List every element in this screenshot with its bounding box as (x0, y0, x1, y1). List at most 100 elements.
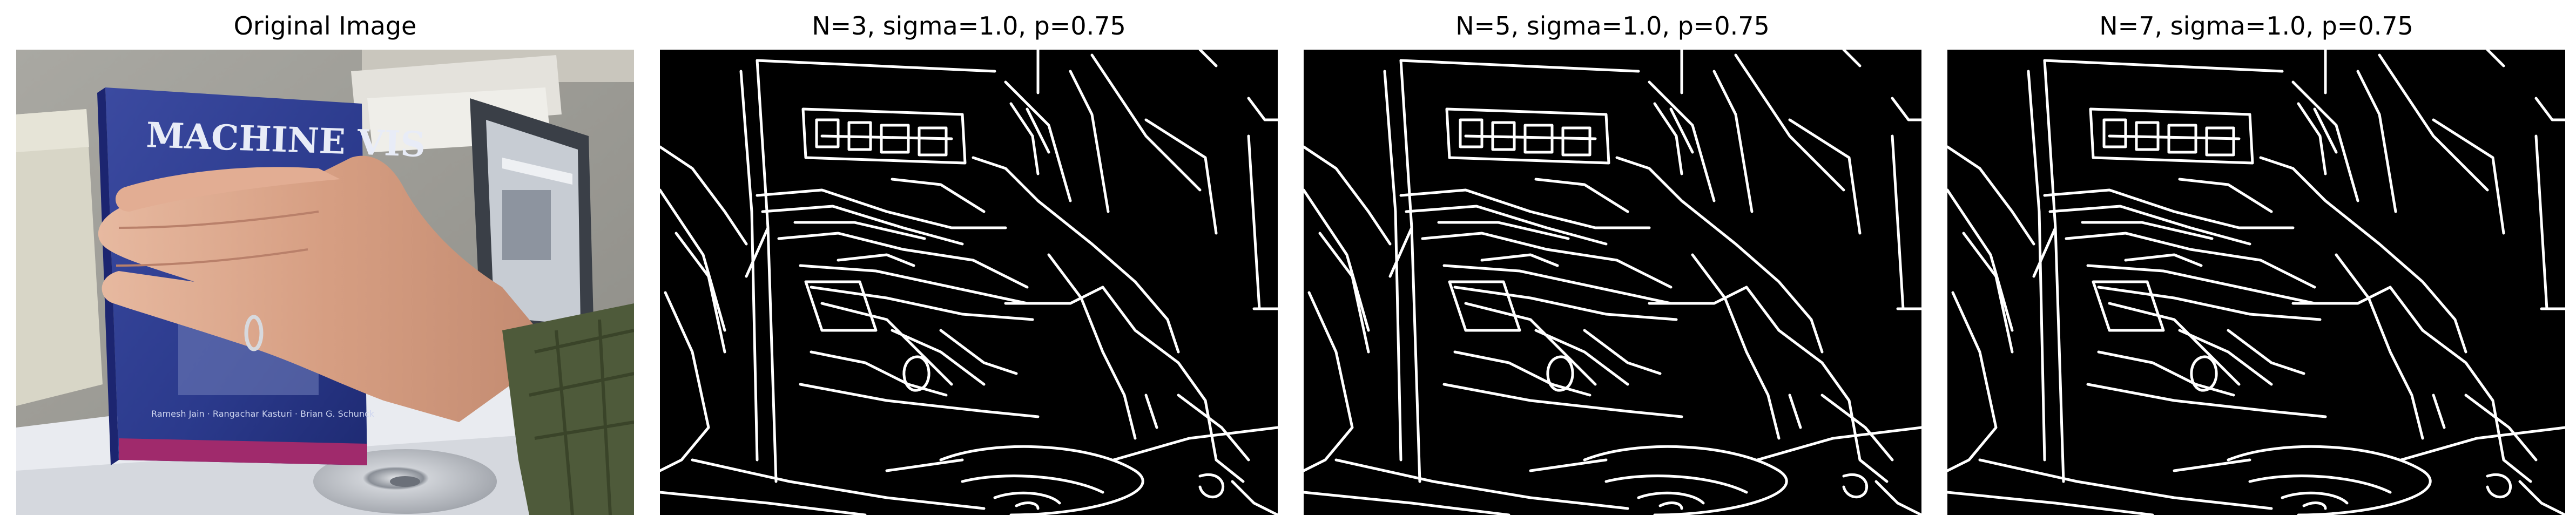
edge-contour (1734, 53, 1845, 192)
edge-contour (1442, 383, 1683, 418)
edge-contour (1637, 491, 1705, 505)
edge-contour (1962, 232, 2014, 354)
edge-contour (745, 226, 770, 278)
edge-contour (1304, 491, 1510, 515)
edge-contour (1712, 70, 1754, 213)
edge-contour (1756, 426, 1921, 462)
panel-edges-n7: N=7, sigma=1.0, p=0.75 (1947, 0, 2565, 529)
edge-contour (1947, 491, 2154, 515)
edge-contour (2092, 280, 2165, 332)
edge-contour (847, 121, 872, 151)
edge-contour (1491, 121, 1516, 151)
book-title-text: MACHINE VIS (145, 115, 426, 165)
edge-contour (1947, 291, 1998, 472)
edge-contour (2086, 264, 2316, 305)
edge-contour (815, 118, 840, 148)
edge-contour (756, 59, 996, 73)
edge-contour (1177, 394, 1250, 462)
edge-map-n7 (1947, 50, 2565, 515)
edge-contour (2027, 70, 2046, 462)
edge-contour (1026, 107, 1050, 154)
panel-original: Original Image (16, 0, 634, 529)
panel-title-n3: N=3, sigma=1.0, p=0.75 (812, 11, 1126, 40)
edge-contour (777, 232, 1029, 289)
edge-contour (1534, 329, 1629, 386)
edge-contour (1047, 253, 1137, 440)
edge-drawing-n5 (1304, 50, 1921, 515)
edge-contour (1788, 118, 1862, 235)
edge-map-n5 (1304, 50, 1921, 515)
edge-contour (1777, 329, 1889, 483)
edge-contour (1947, 188, 2014, 332)
edge-drawing-n3 (660, 50, 1278, 515)
edge-contour (2124, 253, 2203, 267)
edge-contour (1004, 80, 1072, 202)
edge-contour (1648, 80, 1716, 202)
edge-contour (1442, 264, 1673, 305)
edge-contour (2108, 134, 2241, 140)
edge-contour (1134, 329, 1245, 483)
edge-contour (2297, 102, 2327, 175)
edge-contour (1978, 458, 2273, 510)
edge-contour (2135, 121, 2160, 151)
edge-contour (2048, 205, 2251, 246)
edge-contour (1383, 70, 1402, 462)
edge-contour (2378, 53, 2489, 192)
edge-contour (739, 70, 759, 462)
edge-contour (1453, 350, 1592, 397)
edge-contour (1534, 178, 1629, 213)
edge-contour (2291, 286, 2424, 332)
edge-map-n3 (660, 50, 1278, 515)
edge-contour (2259, 156, 2467, 354)
edge-contour (1788, 394, 1802, 429)
edge-background (1947, 50, 2565, 515)
edge-contour (799, 383, 1040, 418)
edge-contour (1304, 291, 1354, 472)
edge-background (1304, 50, 1921, 515)
edge-contour (810, 350, 948, 397)
edge-contour (1304, 188, 1370, 332)
edge-drawing-n7 (1947, 50, 2565, 515)
edge-contour (660, 188, 726, 332)
edge-contour (660, 145, 748, 246)
edge-contour (1144, 394, 1158, 429)
edge-contour (1198, 473, 1225, 499)
edge-contour (1448, 280, 1521, 332)
edge-contour (2178, 178, 2273, 213)
edge-contour (801, 107, 967, 165)
edge-contour (2097, 350, 2235, 397)
edge-contour (1658, 501, 1683, 510)
edge-contour (2281, 491, 2349, 505)
edge-contour (1112, 426, 1278, 462)
panel-edges-n3: N=3, sigma=1.0, p=0.75 (660, 0, 1278, 529)
edge-contour (902, 355, 930, 392)
edge-contour (810, 286, 1034, 321)
edge-contour (793, 221, 926, 240)
edge-contour (1529, 458, 1608, 472)
original-photo-drawing: MACHINE VIS Ramesh Jain · Rangachar Kast… (16, 50, 634, 515)
edge-contour (993, 491, 1061, 505)
edge-contour (1604, 474, 1748, 494)
edge-contour (1445, 107, 1610, 165)
edge-contour (1090, 53, 1202, 192)
edge-contour (1546, 355, 1574, 392)
panel-edges-n5: N=5, sigma=1.0, p=0.75 (1304, 0, 1921, 529)
edge-contour (939, 329, 1018, 375)
edge-contour (1421, 232, 1673, 289)
edge-contour (1842, 50, 1862, 67)
edge-contour (2248, 474, 2392, 494)
edge-contour (1691, 253, 1781, 440)
edge-contour (2486, 473, 2512, 499)
edge-contour (1247, 97, 1278, 121)
edge-contour (891, 329, 986, 386)
edge-contour (660, 291, 710, 472)
edge-contour (1874, 480, 1921, 515)
edge-contour (675, 232, 726, 354)
edge-contour (891, 178, 986, 213)
edge-contour (2432, 394, 2446, 429)
edge-contour (1144, 118, 1218, 235)
edge-contour (2097, 286, 2322, 321)
edge-contour (2432, 118, 2505, 235)
edge-contour (1399, 188, 1651, 229)
edge-contour (2227, 329, 2305, 375)
